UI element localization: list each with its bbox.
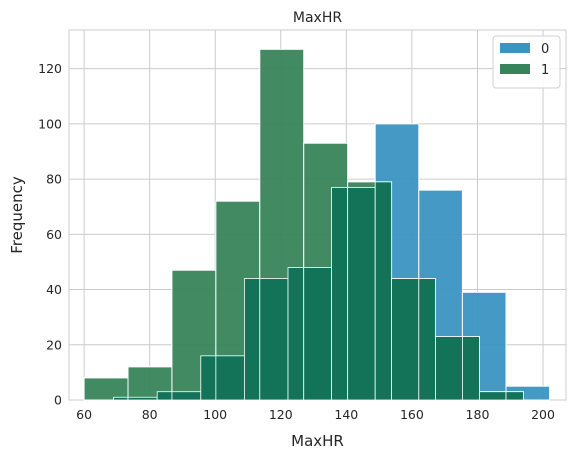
y-tick-label: 100: [38, 116, 62, 131]
y-tick-label: 0: [54, 393, 62, 408]
chart-title: MaxHR: [293, 10, 342, 26]
x-tick-label: 120: [269, 407, 293, 422]
bar-overlap: [156, 391, 173, 401]
bar-overlap: [505, 391, 524, 401]
legend-label-1: 1: [541, 63, 549, 78]
x-axis-label: MaxHR: [291, 432, 344, 450]
bar-overlap: [347, 186, 376, 401]
x-tick-label: 200: [531, 407, 555, 422]
bar-overlap: [200, 355, 217, 401]
bar-overlap: [418, 278, 436, 401]
bar-overlap: [331, 186, 349, 401]
bar-overlap: [479, 391, 507, 401]
y-tick-label: 60: [46, 227, 62, 242]
y-tick-label: 80: [46, 172, 62, 187]
legend: 01: [492, 35, 561, 89]
bar-overlap: [259, 278, 289, 401]
x-tick-label: 180: [466, 407, 490, 422]
bar-series-1: [83, 377, 129, 401]
bar-overlap: [435, 336, 463, 401]
bar-overlap: [171, 391, 202, 401]
bar-overlap: [303, 267, 332, 401]
bar-overlap: [374, 181, 392, 401]
bar-overlap: [215, 355, 245, 401]
bar-overlap: [391, 278, 420, 401]
x-tick-label: 60: [76, 407, 92, 422]
x-tick-label: 140: [334, 407, 358, 422]
y-tick-labels: 0 20 40 60 80 100 120: [38, 61, 62, 407]
x-tick-label: 80: [142, 407, 158, 422]
bar-overlap: [127, 396, 158, 401]
x-tick-label: 100: [203, 407, 227, 422]
x-tick-labels: 60 80 100 120 140 160 180 200: [76, 407, 555, 422]
bar-overlap: [243, 278, 261, 401]
bar-overlap: [113, 396, 129, 401]
legend-swatch-1: [500, 64, 530, 74]
y-axis-label: Frequency: [8, 176, 26, 254]
histogram-bars: [83, 48, 551, 401]
x-tick-label: 160: [400, 407, 424, 422]
bar-overlap: [462, 336, 480, 401]
bar-overlap: [287, 267, 305, 401]
legend-swatch-0: [500, 43, 530, 53]
legend-label-0: 0: [541, 42, 549, 57]
y-tick-label: 20: [46, 337, 62, 352]
y-tick-label: 120: [38, 61, 62, 76]
y-tick-label: 40: [46, 282, 62, 297]
